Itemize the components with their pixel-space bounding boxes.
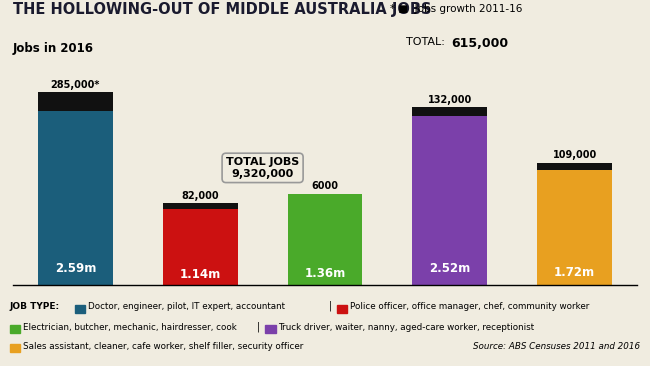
- Text: * ■  Jobs growth 2011-16: * ■ Jobs growth 2011-16: [390, 4, 523, 14]
- Bar: [38, 111, 113, 285]
- Bar: [162, 209, 238, 285]
- Bar: [10, 325, 20, 333]
- Text: 615,000: 615,000: [452, 37, 509, 50]
- Bar: [162, 203, 238, 209]
- Text: Jobs in 2016: Jobs in 2016: [13, 42, 94, 55]
- Text: JOB TYPE:: JOB TYPE:: [10, 302, 60, 311]
- Bar: [287, 194, 363, 285]
- Text: 285,000*: 285,000*: [51, 80, 100, 90]
- Text: 109,000: 109,000: [552, 150, 597, 160]
- Text: 1.72m: 1.72m: [554, 266, 595, 279]
- Text: Source: ABS Censuses 2011 and 2016: Source: ABS Censuses 2011 and 2016: [473, 341, 640, 351]
- Text: Police officer, office manager, chef, community worker: Police officer, office manager, chef, co…: [350, 302, 589, 311]
- Text: THE HOLLOWING-OUT OF MIDDLE AUSTRALIA JOBS: THE HOLLOWING-OUT OF MIDDLE AUSTRALIA JO…: [13, 2, 432, 17]
- Bar: [537, 170, 612, 285]
- Text: 1.36m: 1.36m: [304, 267, 346, 280]
- Bar: [412, 107, 488, 116]
- Bar: [337, 305, 347, 313]
- Text: 1.14m: 1.14m: [179, 268, 221, 281]
- Text: Electrician, butcher, mechanic, hairdresser, cook: Electrician, butcher, mechanic, hairdres…: [23, 322, 237, 332]
- Bar: [75, 305, 85, 313]
- Text: TOTAL:: TOTAL:: [406, 37, 445, 46]
- Bar: [10, 344, 20, 352]
- Bar: [38, 92, 113, 111]
- Bar: [412, 116, 488, 285]
- Text: 132,000: 132,000: [428, 95, 472, 105]
- Text: Doctor, engineer, pilot, IT expert, accountant: Doctor, engineer, pilot, IT expert, acco…: [88, 302, 285, 311]
- Text: |: |: [257, 321, 260, 332]
- Text: 2.59m: 2.59m: [55, 262, 96, 275]
- Bar: [537, 163, 612, 170]
- Text: TOTAL JOBS
9,320,000: TOTAL JOBS 9,320,000: [226, 157, 299, 179]
- Text: 82,000: 82,000: [181, 191, 219, 201]
- Text: Truck driver, waiter, nanny, aged-care worker, receptionist: Truck driver, waiter, nanny, aged-care w…: [278, 322, 534, 332]
- Text: 2.52m: 2.52m: [429, 262, 471, 275]
- Text: |: |: [328, 301, 332, 311]
- Text: 6000: 6000: [311, 181, 339, 191]
- Bar: [265, 325, 276, 333]
- Text: Sales assistant, cleaner, cafe worker, shelf filler, security officer: Sales assistant, cleaner, cafe worker, s…: [23, 341, 303, 351]
